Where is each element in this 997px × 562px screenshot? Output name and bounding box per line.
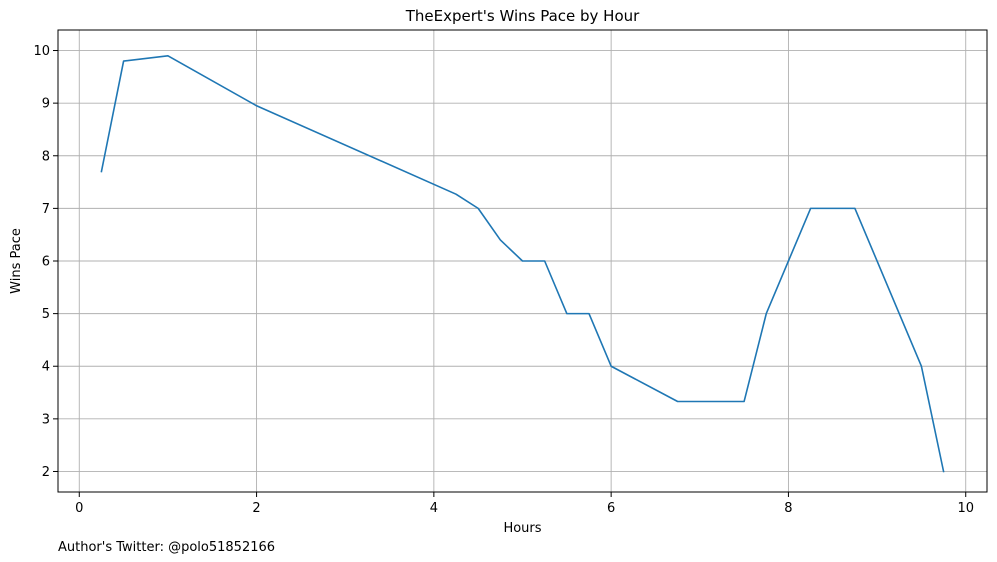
axis-ticks: 0 2 4 6 8 10 2 3 4 5 6 7 8 9 10: [33, 44, 974, 516]
x-tick-label: 0: [75, 501, 83, 516]
x-tick-label: 2: [252, 501, 260, 516]
y-tick-label: 9: [42, 97, 50, 112]
series-layer: [100, 54, 945, 473]
grid: [58, 30, 987, 492]
plot-frame: [57, 29, 988, 493]
y-tick-label: 7: [42, 202, 50, 217]
x-tick-label: 8: [784, 501, 792, 516]
y-tick-label: 4: [42, 360, 50, 375]
x-tick-label: 10: [957, 501, 974, 516]
x-axis-label: Hours: [503, 521, 541, 536]
y-tick-label: 3: [42, 412, 50, 427]
y-tick-label: 5: [42, 307, 50, 322]
y-tick-label: 8: [42, 149, 50, 164]
y-tick-label: 10: [33, 44, 50, 59]
y-axis-label: Wins Pace: [9, 228, 24, 294]
author-footnote: Author's Twitter: @polo51852166: [58, 540, 275, 555]
x-tick-label: 6: [607, 501, 615, 516]
series-line-0: [100, 54, 945, 473]
chart-title: TheExpert's Wins Pace by Hour: [405, 7, 640, 25]
y-tick-label: 2: [42, 465, 50, 480]
y-tick-label: 6: [42, 255, 50, 270]
x-tick-label: 4: [430, 501, 438, 516]
